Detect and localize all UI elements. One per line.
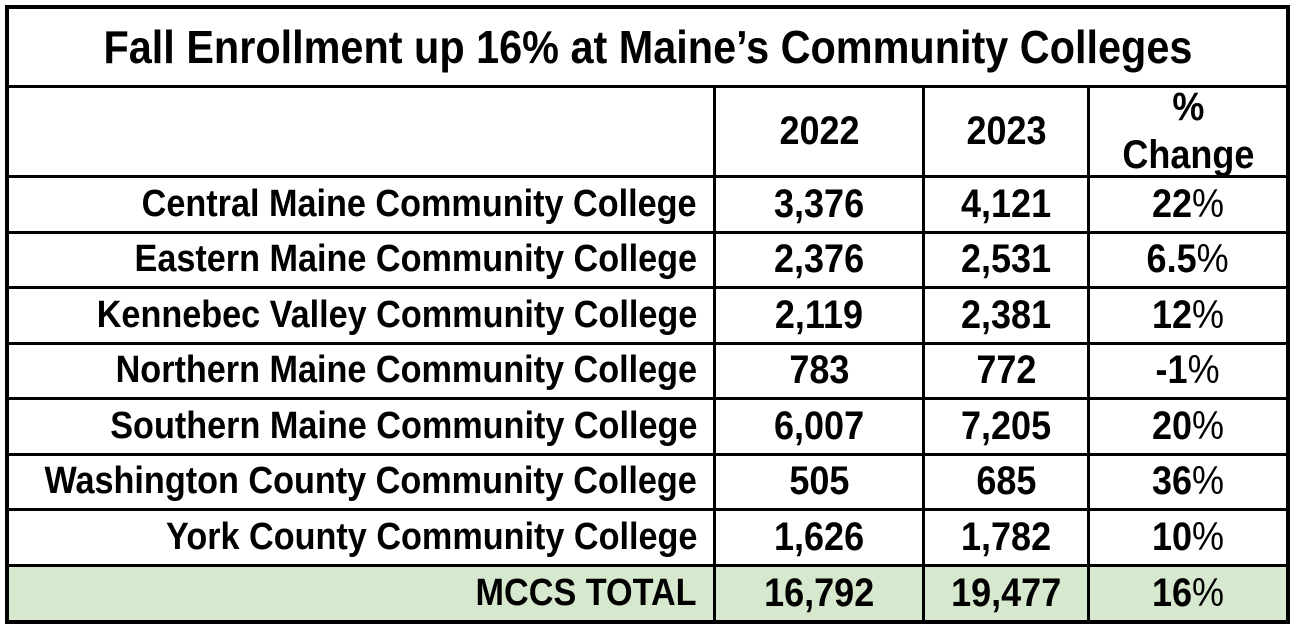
college-name: Eastern Maine Community College: [134, 238, 697, 281]
pct-change: 6.5%: [1146, 237, 1230, 282]
enrollment-2022: 783: [788, 348, 850, 393]
pct-change: 36%: [1151, 459, 1225, 504]
enrollment-2022: 505: [788, 459, 850, 504]
cell-2022: 783: [716, 344, 922, 397]
total-2023-cell: 19,477: [925, 566, 1087, 620]
cell-college-name: Southern Maine Community College: [9, 400, 713, 453]
table-title: Fall Enrollment up 16% at Maine’s Commun…: [103, 20, 1192, 73]
cell-2022: 2,376: [716, 233, 922, 286]
header-2023-label: 2023: [965, 108, 1047, 153]
college-name: Northern Maine Community College: [115, 349, 697, 392]
cell-2022: 2,119: [716, 289, 922, 342]
pct-change: 20%: [1151, 403, 1225, 448]
cell-2022: 505: [716, 455, 922, 508]
college-name: Central Maine Community College: [142, 182, 697, 225]
enrollment-2023: 2,531: [960, 237, 1052, 282]
enrollment-2022: 6,007: [773, 403, 865, 448]
cell-2023: 772: [925, 344, 1087, 397]
enrollment-2022: 2,376: [773, 237, 865, 282]
total-row-label: MCCS TOTAL: [475, 571, 697, 614]
cell-2022: 3,376: [716, 178, 922, 231]
cell-pct-change: -1%: [1090, 344, 1286, 397]
pct-change: 10%: [1151, 514, 1225, 559]
college-name: York County Community College: [165, 515, 697, 558]
header-2022: 2022: [716, 88, 922, 175]
cell-college-name: York County Community College: [9, 511, 713, 564]
pct-change: -1%: [1155, 348, 1221, 393]
total-pct-change-cell: 16%: [1090, 566, 1286, 620]
cell-pct-change: 36%: [1090, 455, 1286, 508]
cell-college-name: Eastern Maine Community College: [9, 233, 713, 286]
total-row-label-cell: MCCS TOTAL: [9, 566, 713, 620]
college-name: Southern Maine Community College: [109, 404, 697, 447]
total-2023: 19,477: [950, 570, 1062, 615]
header-pct-change-label: % Change: [1121, 88, 1255, 175]
header-college-blank: [9, 88, 713, 175]
total-2022: 16,792: [763, 570, 875, 615]
enrollment-table: Fall Enrollment up 16% at Maine’s Commun…: [5, 5, 1290, 624]
enrollment-2023: 772: [975, 348, 1037, 393]
cell-pct-change: 6.5%: [1090, 233, 1286, 286]
enrollment-2023: 1,782: [960, 514, 1052, 559]
table-title-cell: Fall Enrollment up 16% at Maine’s Commun…: [9, 9, 1286, 85]
cell-2023: 7,205: [925, 400, 1087, 453]
cell-2023: 1,782: [925, 511, 1087, 564]
enrollment-2023: 7,205: [960, 403, 1052, 448]
cell-college-name: Central Maine Community College: [9, 178, 713, 231]
cell-college-name: Northern Maine Community College: [9, 344, 713, 397]
header-pct-change: % Change: [1090, 88, 1286, 175]
enrollment-2023: 2,381: [960, 292, 1052, 337]
cell-pct-change: 10%: [1090, 511, 1286, 564]
enrollment-2023: 685: [975, 459, 1037, 504]
total-2022-cell: 16,792: [716, 566, 922, 620]
header-2023: 2023: [925, 88, 1087, 175]
cell-2022: 1,626: [716, 511, 922, 564]
cell-college-name: Washington County Community College: [9, 455, 713, 508]
cell-college-name: Kennebec Valley Community College: [9, 289, 713, 342]
enrollment-2022: 1,626: [773, 514, 865, 559]
cell-pct-change: 12%: [1090, 289, 1286, 342]
cell-2023: 4,121: [925, 178, 1087, 231]
cell-pct-change: 20%: [1090, 400, 1286, 453]
pct-change: 12%: [1151, 292, 1225, 337]
enrollment-2023: 4,121: [960, 181, 1052, 226]
header-2022-label: 2022: [778, 108, 860, 153]
cell-2022: 6,007: [716, 400, 922, 453]
enrollment-2022: 2,119: [774, 292, 864, 337]
enrollment-2022: 3,376: [773, 181, 865, 226]
cell-2023: 2,531: [925, 233, 1087, 286]
total-pct-change: 16%: [1151, 570, 1225, 615]
pct-change: 22%: [1151, 181, 1225, 226]
cell-2023: 2,381: [925, 289, 1087, 342]
college-name: Washington County Community College: [44, 460, 697, 503]
college-name: Kennebec Valley Community College: [96, 293, 697, 336]
cell-2023: 685: [925, 455, 1087, 508]
cell-pct-change: 22%: [1090, 178, 1286, 231]
